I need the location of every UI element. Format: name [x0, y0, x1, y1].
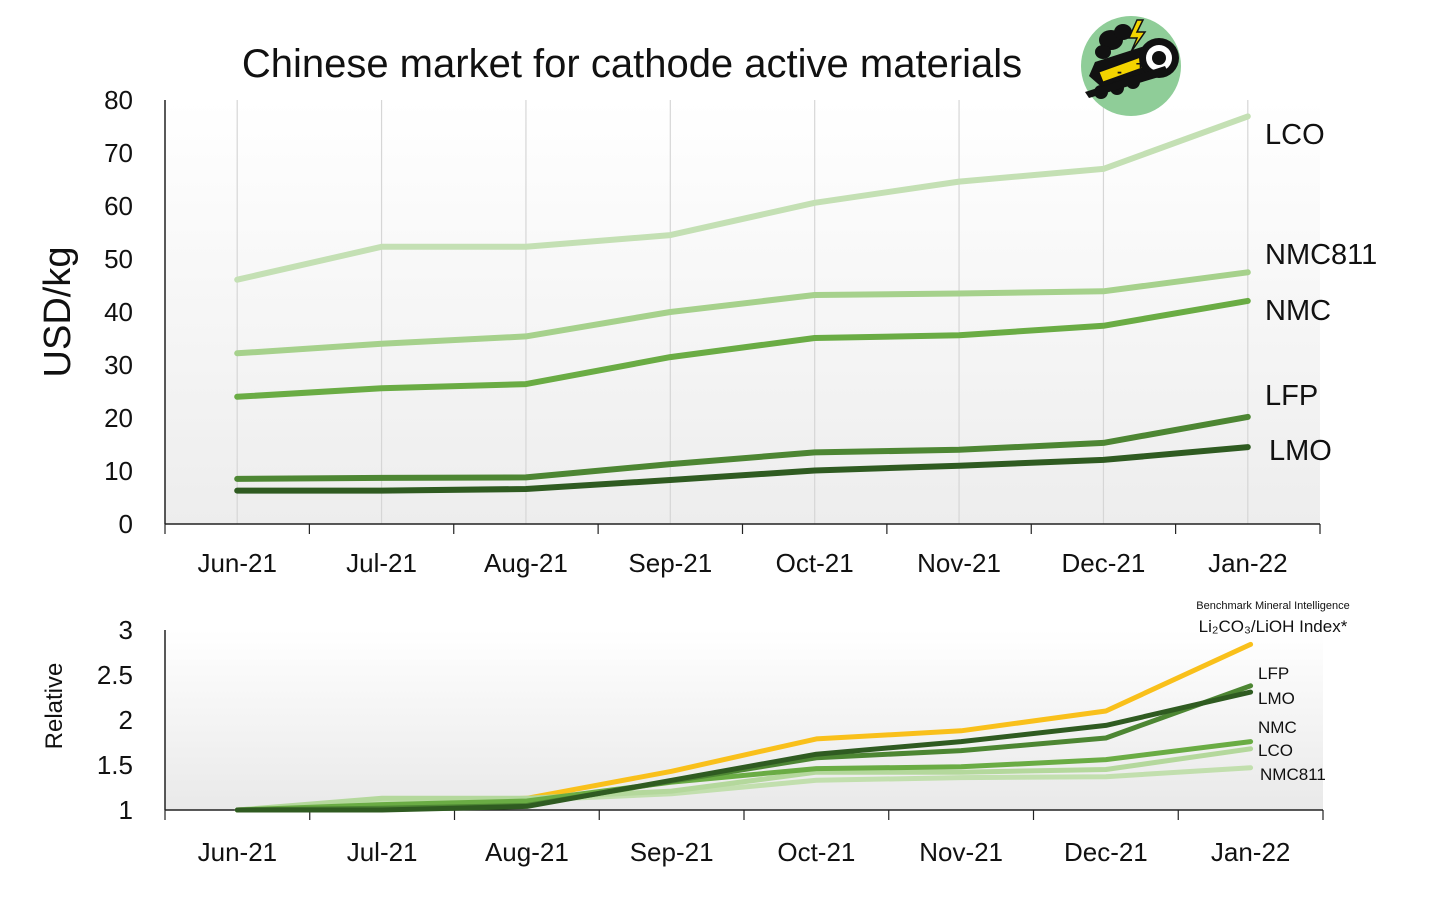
- series-lines: [234, 113, 1251, 494]
- x-tick-label: Jan-22: [1211, 837, 1291, 867]
- series-label-lfp: LFP: [1265, 380, 1318, 412]
- y-tick-label: 3: [119, 615, 133, 645]
- x-tick-label: Jun-21: [197, 548, 277, 578]
- x-tick-label: Dec-21: [1062, 548, 1146, 578]
- series-line-lmo: [234, 689, 1254, 813]
- series-lines: [234, 641, 1254, 813]
- series-label-nmc: NMC: [1258, 718, 1297, 737]
- chart-title: Chinese market for cathode active materi…: [242, 42, 1022, 86]
- series-line-lmo: [234, 444, 1251, 494]
- x-tick-labels: Jun-21 Jul-21 Aug-21 Sep-21 Oct-21 Nov-21 Dec-…: [197, 548, 1287, 578]
- relative-chart: Relative 1 1.5 2 2.5 3 Jun-21 Jul-21 Aug-21 Sep…: [41, 600, 1350, 867]
- series-labels: NMC811 LCO NMC LFP LMO: [1258, 664, 1326, 784]
- y-tick-label: 50: [104, 244, 133, 274]
- y-tick-labels: 1 1.5 2 2.5 3: [97, 615, 133, 825]
- y-tick-label: 40: [104, 297, 133, 327]
- index-source-label: Benchmark Mineral Intelligence: [1196, 600, 1349, 612]
- axes: [164, 100, 1321, 534]
- x-tick-labels: Jun-21 Jul-21 Aug-21 Sep-21 Oct-21 Nov-21 Dec-…: [198, 837, 1291, 867]
- y-axis-label: USD/kg: [37, 247, 79, 378]
- y-tick-label: 10: [104, 456, 133, 486]
- y-tick-label: 1.5: [97, 750, 133, 780]
- train-logo: - +: [1081, 16, 1181, 116]
- index-name-label: Li₂CO₃/LiOH Index*: [1199, 617, 1348, 636]
- series-line-lfp: [234, 413, 1251, 482]
- series-label-lfp: LFP: [1258, 664, 1289, 683]
- y-tick-label: 0: [119, 509, 133, 539]
- series-line-nmc811: [234, 269, 1251, 357]
- y-tick-label: 60: [104, 191, 133, 221]
- y-tick-labels: 0 10 20 30 40 50 60 70 80: [104, 85, 133, 539]
- plot-area: [165, 100, 1320, 524]
- y-tick-label: 20: [104, 403, 133, 433]
- x-tick-label: Oct-21: [777, 837, 855, 867]
- series-label-lmo: LMO: [1269, 435, 1332, 467]
- series-line-lco: [234, 746, 1254, 813]
- series-labels: LCO NMC811 NMC LFP LMO: [1265, 119, 1377, 467]
- x-tick-label: Sep-21: [630, 837, 714, 867]
- x-tick-label: Nov-21: [917, 548, 1001, 578]
- x-tick-label: Jun-21: [198, 837, 278, 867]
- series-line-nmc: [234, 297, 1251, 400]
- series-label-lco: LCO: [1265, 119, 1325, 151]
- y-tick-label: 80: [104, 85, 133, 115]
- x-tick-label: Aug-21: [485, 837, 569, 867]
- x-tick-label: Sep-21: [628, 548, 712, 578]
- series-label-nmc811: NMC811: [1260, 765, 1326, 784]
- x-tick-label: Jul-21: [346, 548, 417, 578]
- series-line-nmc: [234, 739, 1254, 813]
- series-line-lco: [234, 113, 1251, 283]
- svg-text:-: -: [1117, 65, 1122, 79]
- gridlines: [236, 100, 1249, 524]
- y-tick-label: 2: [119, 705, 133, 735]
- series-label-lmo: LMO: [1258, 689, 1295, 708]
- y-tick-label: 30: [104, 350, 133, 380]
- y-tick-label: 70: [104, 138, 133, 168]
- series-label-lco: LCO: [1258, 741, 1293, 760]
- x-tick-label: Nov-21: [919, 837, 1003, 867]
- locomotive-icon: - +: [1085, 19, 1179, 99]
- y-tick-label: 1: [119, 795, 133, 825]
- x-tick-label: Oct-21: [776, 548, 854, 578]
- x-tick-label: Jan-22: [1208, 548, 1288, 578]
- series-label-nmc: NMC: [1265, 295, 1331, 327]
- series-label-nmc811: NMC811: [1265, 239, 1377, 271]
- x-tick-label: Jul-21: [347, 837, 418, 867]
- price-chart: Chinese market for cathode active materi…: [37, 42, 1377, 578]
- y-tick-label: 2.5: [97, 660, 133, 690]
- x-tick-label: Aug-21: [484, 548, 568, 578]
- y-axis-label: Relative: [41, 663, 68, 750]
- x-tick-label: Dec-21: [1064, 837, 1148, 867]
